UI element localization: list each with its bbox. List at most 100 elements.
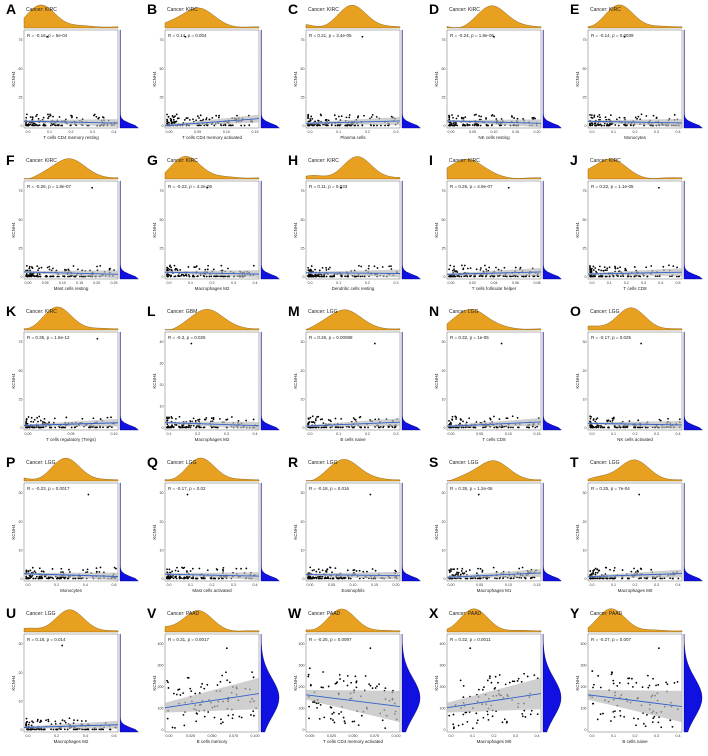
scatter-point	[222, 124, 225, 127]
cancer-title: Cancer: LGG	[449, 309, 479, 315]
scatter-point	[369, 684, 372, 687]
y-density	[401, 180, 421, 280]
scatter-point	[240, 124, 243, 127]
scatter-outlier	[206, 186, 209, 189]
scatter-point	[60, 567, 63, 570]
x-tick-label: 0.4	[676, 583, 681, 587]
scatter-point	[596, 568, 599, 571]
scatter-point	[596, 115, 599, 118]
y-axis-label: KCNH4	[152, 222, 157, 238]
scatter-point	[70, 116, 73, 119]
scatter-point	[665, 681, 668, 684]
scatter-point	[194, 266, 197, 269]
scatter-point	[483, 686, 485, 689]
scatter-point	[68, 568, 70, 571]
x-tick-label: 0.00	[448, 281, 455, 285]
scatter-point	[230, 124, 233, 127]
regression-line	[446, 120, 542, 124]
y-axis-label: KCNH4	[434, 524, 439, 540]
x-tick-label: 0.050	[349, 734, 358, 738]
scatter-point	[334, 417, 337, 420]
scatter-point	[56, 576, 59, 579]
x-tick-label: 0.2	[54, 734, 59, 738]
x-tick-label: 0.05	[469, 130, 476, 134]
scatter-point	[195, 119, 198, 122]
scatter-point	[323, 275, 326, 278]
regression-line	[23, 573, 119, 577]
cancer-title: Cancer: LGG	[590, 460, 620, 466]
regression-line	[23, 724, 119, 728]
scatter-point	[171, 122, 173, 124]
scatter-point	[76, 719, 79, 722]
y-tick-label: 50	[19, 218, 23, 222]
y-tick-label: 50	[160, 67, 164, 71]
scatter-point	[311, 577, 314, 580]
scatter-point	[627, 275, 630, 278]
scatter-point	[589, 417, 592, 420]
x-tick-label: 0.2	[633, 432, 638, 436]
scatter-point	[52, 275, 55, 278]
scatter-point	[658, 418, 661, 421]
scatter-point	[54, 124, 57, 127]
x-tick-label: 0.10	[491, 130, 498, 134]
scatter-point	[478, 115, 480, 117]
scatter-point	[312, 701, 314, 703]
x-tick-label: 0.2	[633, 130, 638, 134]
scatter-point	[497, 681, 499, 684]
stat-label: R = 0.18, p = 0.014	[27, 637, 66, 642]
scatter-point	[318, 571, 321, 574]
y-tick-label: 0	[21, 275, 23, 279]
scatter-point	[591, 424, 594, 427]
scatter-point	[324, 119, 327, 121]
scatter-point	[511, 415, 514, 418]
scatter-point	[609, 420, 612, 423]
scatter-point	[166, 568, 168, 571]
x-axis-label: NK cells activated	[617, 437, 653, 442]
x-tick-label: 0.0	[26, 734, 31, 738]
stat-label: R = 0.25, p = 4.9e-07	[450, 184, 493, 189]
scatter-point	[38, 124, 41, 127]
x-tick-label: 0.0	[590, 130, 595, 134]
scatter-point	[208, 275, 211, 278]
scatter-point	[468, 569, 471, 571]
scatter-point	[512, 577, 515, 580]
regression-line	[587, 422, 683, 426]
scatter-point	[637, 419, 640, 422]
confidence-band	[165, 270, 259, 279]
scatter-point	[604, 275, 607, 278]
scatter-point	[40, 577, 42, 580]
scatter-point	[171, 424, 173, 427]
scatter-point	[599, 426, 602, 429]
scatter-point	[597, 268, 600, 271]
scatter-point	[475, 268, 478, 271]
scatter-point	[468, 417, 471, 420]
x-tick-label: 0.00	[448, 583, 455, 587]
scatter-point	[332, 577, 335, 580]
scatter-point	[168, 417, 170, 419]
scatter-point	[475, 712, 478, 715]
scatter-point	[252, 676, 255, 679]
scatter-point	[92, 417, 95, 420]
y-tick-label: 300	[158, 664, 164, 668]
y-tick-label: 75	[19, 189, 23, 193]
scatter-point	[616, 426, 619, 429]
scatter-point	[28, 721, 31, 724]
scatter-point	[452, 116, 454, 119]
scatter-point	[317, 577, 320, 580]
scatter-point	[166, 575, 169, 578]
scatter-point	[313, 577, 315, 580]
scatter-point	[170, 118, 173, 121]
scatter-point	[341, 275, 343, 278]
stat-label: R = -0.24, p = 1.8e-06	[450, 33, 495, 38]
scatter-point	[469, 275, 472, 278]
scatter-point	[448, 274, 451, 277]
x-tick-label: 0.3	[513, 734, 518, 738]
x-tick-label: 0.0	[167, 281, 172, 285]
x-tick-label: 0.3	[394, 432, 399, 436]
scatter-point	[213, 716, 216, 719]
y-density	[542, 482, 562, 582]
scatter-point	[621, 569, 624, 571]
scatter-point	[194, 692, 197, 695]
